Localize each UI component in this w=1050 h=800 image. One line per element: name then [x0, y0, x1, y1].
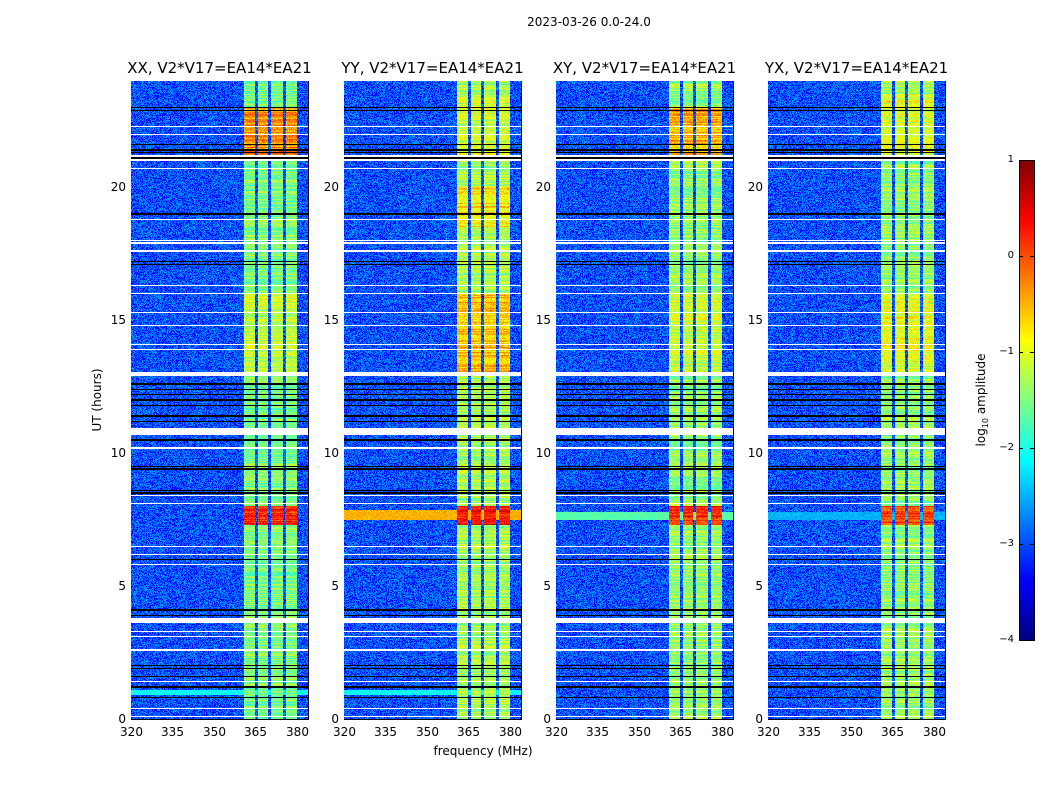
colorbar-tick-label: 0 — [1007, 249, 1014, 261]
x-tick-label: 380 — [711, 725, 734, 739]
colorbar-tick-label: −1 — [999, 345, 1014, 357]
y-tick-label: 0 — [543, 711, 551, 726]
panel-title: XY, V2*V17=EA14*EA21 — [552, 59, 737, 77]
y-tick-label: 10 — [535, 445, 551, 460]
x-tick-label: 380 — [286, 725, 309, 739]
panel-title: YX, V2*V17=EA14*EA21 — [764, 59, 949, 77]
y-tick-label: 20 — [535, 179, 551, 194]
panel-title: XX, V2*V17=EA14*EA21 — [127, 59, 312, 77]
x-tick-label: 350 — [416, 725, 439, 739]
x-tick-label: 365 — [244, 725, 267, 739]
x-tick-label: 320 — [545, 725, 568, 739]
panel-title: YY, V2*V17=EA14*EA21 — [341, 59, 524, 77]
x-tick-label: 320 — [333, 725, 356, 739]
x-tick-label: 380 — [923, 725, 946, 739]
figure-suptitle: 2023-03-26 0.0-24.0 — [527, 15, 651, 29]
x-tick-label: 365 — [669, 725, 692, 739]
x-tick-label: 350 — [628, 725, 651, 739]
x-tick-label: 380 — [499, 725, 522, 739]
y-tick-label: 10 — [110, 445, 126, 460]
y-tick-label: 15 — [747, 312, 763, 327]
y-tick-label: 0 — [331, 711, 339, 726]
spectrogram-panel-yy — [344, 81, 521, 719]
y-tick-label: 15 — [110, 312, 126, 327]
x-tick-label: 335 — [586, 725, 609, 739]
x-tick-label: 335 — [374, 725, 397, 739]
y-tick-label: 20 — [110, 179, 126, 194]
spectrogram-panel-xx — [131, 81, 308, 719]
y-tick-label: 0 — [118, 711, 126, 726]
y-tick-label: 15 — [535, 312, 551, 327]
y-tick-label: 5 — [755, 578, 763, 593]
colorbar-tick-label: −3 — [999, 537, 1014, 549]
x-tick-label: 365 — [457, 725, 480, 739]
spectrogram-panel-yx — [768, 81, 945, 719]
y-tick-label: 10 — [323, 445, 339, 460]
y-tick-label: 5 — [543, 578, 551, 593]
x-tick-label: 350 — [840, 725, 863, 739]
x-tick-label: 320 — [120, 725, 143, 739]
x-tick-label: 335 — [798, 725, 821, 739]
y-tick-label: 5 — [118, 578, 126, 593]
colorbar-frame — [1019, 160, 1035, 641]
spectrogram-panel-xy — [556, 81, 733, 719]
y-tick-label: 0 — [755, 711, 763, 726]
x-tick-label: 320 — [757, 725, 780, 739]
y-tick-label: 10 — [747, 445, 763, 460]
colorbar-tick-label: −4 — [999, 633, 1014, 645]
x-tick-label: 350 — [203, 725, 226, 739]
y-tick-label: 20 — [323, 179, 339, 194]
x-tick-label: 365 — [881, 725, 904, 739]
colorbar — [1019, 160, 1034, 640]
x-tick-label: 335 — [161, 725, 184, 739]
colorbar-tick-label: −2 — [999, 441, 1014, 453]
y-tick-label: 15 — [323, 312, 339, 327]
y-tick-label: 20 — [747, 179, 763, 194]
y-tick-label: 5 — [331, 578, 339, 593]
colorbar-tick-label: 1 — [1007, 153, 1014, 165]
x-axis-label: frequency (MHz) — [433, 744, 533, 758]
